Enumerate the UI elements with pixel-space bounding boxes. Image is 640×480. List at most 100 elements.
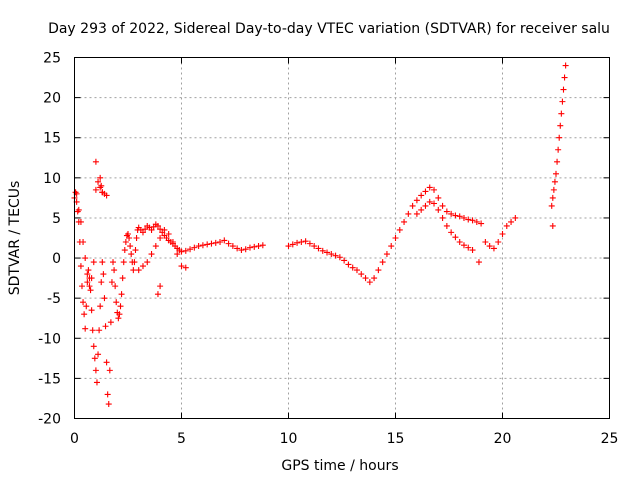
data-point bbox=[154, 291, 161, 298]
data-point bbox=[392, 235, 399, 241]
data-point bbox=[439, 214, 446, 221]
data-point bbox=[178, 263, 185, 270]
data-point bbox=[558, 110, 565, 117]
y-tick-label: -10 bbox=[38, 331, 61, 347]
data-point bbox=[229, 243, 236, 250]
y-tick-label: 25 bbox=[43, 51, 61, 67]
data-point bbox=[148, 251, 155, 258]
data-point bbox=[103, 359, 110, 366]
data-point bbox=[431, 186, 438, 193]
data-point bbox=[549, 222, 556, 229]
data-point bbox=[81, 311, 88, 318]
data-point bbox=[551, 178, 558, 185]
data-point bbox=[121, 247, 128, 254]
data-point bbox=[104, 391, 111, 398]
data-point bbox=[99, 259, 106, 266]
data-point bbox=[448, 229, 455, 236]
data-point bbox=[199, 242, 206, 249]
data-point bbox=[120, 259, 127, 266]
data-point bbox=[87, 287, 94, 294]
data-point bbox=[503, 222, 510, 229]
data-point bbox=[375, 267, 382, 274]
data-point bbox=[96, 327, 103, 334]
data-point bbox=[379, 259, 386, 266]
data-point bbox=[550, 186, 557, 193]
data-point bbox=[89, 327, 96, 334]
data-point bbox=[285, 243, 292, 250]
data-point bbox=[413, 210, 420, 217]
data-point bbox=[106, 367, 113, 374]
data-point bbox=[548, 202, 555, 209]
data-point bbox=[77, 218, 84, 225]
data-point bbox=[111, 267, 118, 274]
data-point bbox=[165, 230, 172, 237]
y-tick-label: 15 bbox=[43, 131, 61, 147]
chart-title: Day 293 of 2022, Sidereal Day-to-day VTE… bbox=[48, 21, 610, 37]
data-point bbox=[319, 247, 326, 254]
data-points bbox=[71, 62, 569, 408]
data-point bbox=[465, 216, 472, 223]
data-point bbox=[117, 303, 124, 310]
data-point bbox=[108, 279, 115, 286]
data-point bbox=[225, 240, 232, 247]
data-point bbox=[469, 247, 476, 254]
data-point bbox=[82, 325, 89, 332]
data-point bbox=[93, 379, 100, 386]
data-point bbox=[508, 218, 515, 225]
plot-frame bbox=[74, 57, 610, 419]
data-point bbox=[246, 244, 253, 251]
data-point bbox=[405, 210, 412, 217]
data-point bbox=[161, 226, 168, 233]
data-point bbox=[490, 245, 497, 252]
data-point bbox=[84, 271, 91, 278]
data-point bbox=[349, 264, 356, 271]
data-point bbox=[431, 200, 438, 207]
data-point bbox=[460, 214, 467, 221]
data-point bbox=[396, 226, 403, 233]
data-point bbox=[88, 307, 95, 314]
y-tick-label: 5 bbox=[52, 211, 61, 227]
data-point bbox=[328, 251, 335, 258]
data-point bbox=[144, 259, 151, 266]
data-point bbox=[561, 74, 568, 81]
data-point bbox=[259, 242, 266, 249]
data-point bbox=[439, 202, 446, 209]
data-point bbox=[95, 351, 102, 358]
data-point bbox=[126, 235, 133, 241]
data-point bbox=[426, 184, 433, 191]
data-point bbox=[456, 213, 463, 220]
data-point bbox=[371, 275, 378, 282]
data-point bbox=[456, 239, 463, 246]
data-point bbox=[478, 220, 485, 227]
y-tick-label: 10 bbox=[43, 171, 61, 187]
data-point bbox=[422, 202, 429, 209]
data-point bbox=[475, 259, 482, 266]
data-point bbox=[195, 243, 202, 250]
data-point bbox=[221, 237, 228, 244]
grid-lines bbox=[74, 57, 610, 419]
data-point bbox=[255, 243, 262, 250]
data-point bbox=[157, 226, 164, 233]
data-point bbox=[103, 192, 110, 199]
data-point bbox=[234, 245, 241, 252]
data-point bbox=[302, 238, 309, 245]
data-point bbox=[83, 303, 90, 310]
data-point bbox=[119, 275, 126, 282]
data-point bbox=[142, 226, 149, 233]
data-point bbox=[85, 267, 92, 274]
data-point bbox=[131, 259, 138, 266]
data-point bbox=[132, 247, 139, 254]
data-point bbox=[418, 192, 425, 199]
data-point bbox=[182, 247, 189, 254]
data-point bbox=[208, 240, 215, 247]
data-point bbox=[110, 259, 117, 266]
data-point bbox=[169, 239, 176, 246]
data-point bbox=[86, 283, 93, 290]
data-point bbox=[135, 267, 142, 274]
data-point bbox=[383, 251, 390, 258]
data-point bbox=[157, 235, 164, 241]
data-point bbox=[82, 255, 89, 262]
data-point bbox=[127, 243, 134, 250]
data-point bbox=[413, 197, 420, 204]
